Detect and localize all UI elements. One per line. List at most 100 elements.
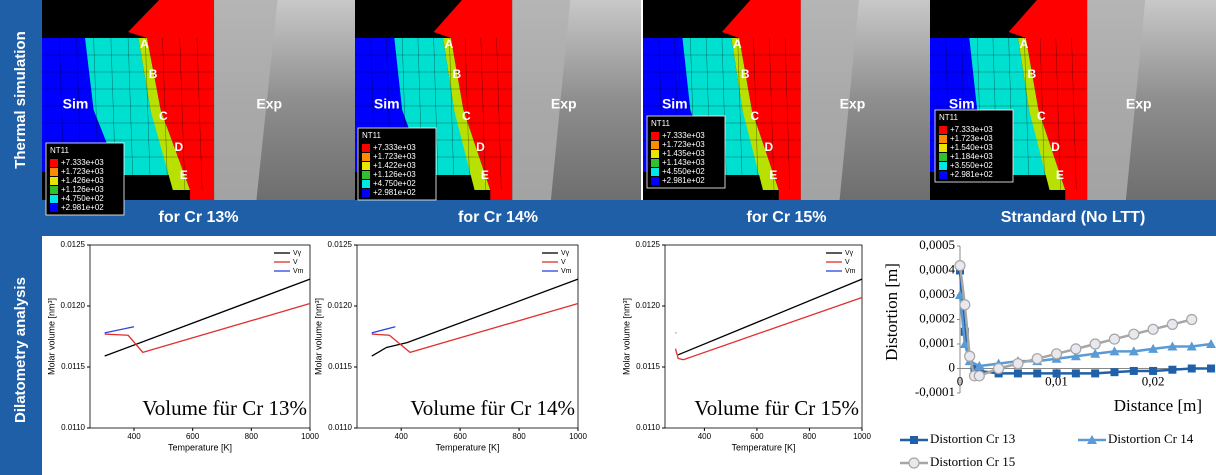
legend-swatch: [362, 180, 370, 188]
legend-swatch: [939, 126, 947, 134]
point: [1167, 319, 1177, 329]
zone-marker: E: [1056, 168, 1064, 182]
x-tick-label: 1000: [853, 432, 871, 441]
point: [1090, 339, 1100, 349]
y-tick-label: 0.0110: [61, 423, 85, 432]
x-tick-label: 800: [512, 432, 526, 441]
point: [1033, 369, 1041, 377]
y-tick-label: 0.0110: [636, 423, 660, 432]
y-tick-label: 0.0125: [636, 240, 661, 249]
legend-swatch: [939, 171, 947, 179]
x-axis-label: Temperature [K]: [168, 442, 232, 452]
zone-marker: B: [741, 67, 750, 81]
y-tick-label: 0.0125: [61, 240, 86, 249]
legend-label: Vγ: [845, 250, 854, 257]
point: [1053, 369, 1061, 377]
point: [1110, 368, 1118, 376]
point: [1149, 367, 1157, 375]
page: { "side_labels": ["Thermal simulation", …: [0, 0, 1216, 475]
y-axis-label: Molar volume [nm³]: [313, 298, 323, 375]
legend-label: Vm: [561, 268, 572, 275]
x-tick-label: 0,02: [1142, 373, 1165, 388]
legend-value: +1.126e+03: [61, 185, 104, 194]
point: [955, 261, 965, 271]
legend-value: +1.184e+03: [950, 152, 993, 161]
exp-label: Exp: [256, 96, 282, 112]
legend-swatch: [651, 132, 659, 140]
panel-caption: for Cr 13%: [158, 209, 238, 226]
x-tick-label: 1000: [301, 432, 319, 441]
legend-swatch: [50, 168, 58, 176]
legend-swatch: [362, 162, 370, 170]
x-axis-label: Temperature [K]: [731, 442, 795, 452]
y-tick-label: 0.0115: [61, 362, 85, 371]
legend-label: Vm: [293, 268, 304, 275]
x-tick-label: 600: [453, 432, 467, 441]
point: [1052, 349, 1062, 359]
legend-value: +1.426e+03: [61, 176, 104, 185]
x-tick-label: 1000: [569, 432, 587, 441]
zone-marker: A: [1020, 37, 1029, 51]
y-tick-label: 0,0003: [919, 286, 955, 301]
exp-label: Exp: [840, 96, 866, 112]
legend-value: +1.422e+03: [373, 161, 416, 170]
legend-swatch: [362, 189, 370, 197]
y-tick-label: -0,0001: [915, 384, 955, 399]
legend-value: +1.143e+03: [662, 158, 705, 167]
series-line: [676, 297, 862, 359]
y-tick-label: 0.0125: [328, 240, 353, 249]
legend-value: +1.540e+03: [950, 143, 993, 152]
zone-marker: A: [140, 37, 149, 51]
point: [960, 300, 970, 310]
legend-value: +2.981e+02: [662, 176, 705, 185]
zone-marker: A: [733, 37, 742, 51]
legend-value: +2.981e+02: [61, 203, 104, 212]
legend-swatch: [362, 171, 370, 179]
point: [1130, 367, 1138, 375]
legend-swatch: [939, 162, 947, 170]
zone-marker: B: [1028, 67, 1037, 81]
zone-marker: C: [462, 109, 471, 123]
zone-marker: C: [159, 109, 168, 123]
point: [1014, 369, 1022, 377]
zone-marker: D: [765, 140, 774, 154]
legend-swatch: [651, 150, 659, 158]
point: [1091, 369, 1099, 377]
legend-label: Vm: [845, 268, 856, 275]
y-tick-label: 0,0001: [919, 335, 955, 350]
legend-label: Distortion Cr 14: [1108, 431, 1194, 446]
point: [909, 458, 919, 468]
side-label: Dilatometry analysis: [12, 277, 29, 423]
legend-value: +1.723e+03: [61, 167, 104, 176]
exp-label: Exp: [551, 96, 577, 112]
y-tick-label: 0.0115: [328, 362, 352, 371]
x-tick-label: 800: [803, 432, 817, 441]
legend-swatch: [651, 168, 659, 176]
point: [1207, 365, 1215, 373]
point: [1071, 344, 1081, 354]
zone-marker: C: [1037, 109, 1046, 123]
legend-value: +1.723e+03: [950, 134, 993, 143]
series-line: [372, 304, 578, 353]
exp-label: Exp: [1126, 96, 1152, 112]
annotation: Volume für Cr 15%: [694, 396, 859, 420]
legend-swatch: [939, 135, 947, 143]
sim-label: Sim: [63, 96, 89, 112]
legend-value: +7.333e+03: [61, 158, 104, 167]
y-tick-label: 0.0120: [328, 301, 353, 310]
legend-label: Distortion Cr 15: [930, 454, 1015, 469]
x-tick-label: 600: [750, 432, 764, 441]
zone-marker: E: [769, 168, 777, 182]
x-axis-label: Distance [m]: [1114, 396, 1202, 415]
legend-value: +4.750e+02: [61, 194, 104, 203]
legend-title: NT11: [939, 113, 959, 122]
zone-marker: B: [149, 67, 158, 81]
side-label: Thermal simulation: [12, 31, 29, 169]
y-tick-label: 0,0005: [919, 237, 955, 252]
legend-swatch: [50, 186, 58, 194]
zone-marker: A: [445, 37, 454, 51]
legend-swatch: [651, 141, 659, 149]
y-tick-label: 0,0004: [919, 261, 955, 276]
legend-swatch: [651, 159, 659, 167]
y-tick-label: 0: [949, 359, 956, 374]
